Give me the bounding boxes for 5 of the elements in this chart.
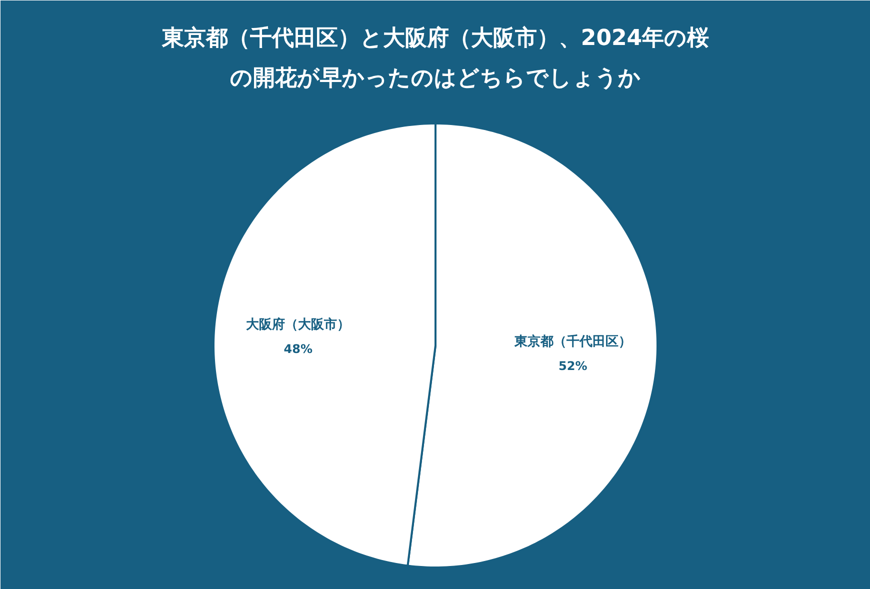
slice-label: 東京都（千代田区） bbox=[513, 334, 632, 350]
chart-title: 東京都（千代田区）と大阪府（大阪市）、2024年の桜の開花が早かったのはどちらでしょうか bbox=[160, 25, 710, 91]
slice-label: 大阪府（大阪市） bbox=[246, 316, 350, 332]
data-label: 48% bbox=[284, 342, 313, 356]
data-label: 52% bbox=[558, 359, 588, 374]
